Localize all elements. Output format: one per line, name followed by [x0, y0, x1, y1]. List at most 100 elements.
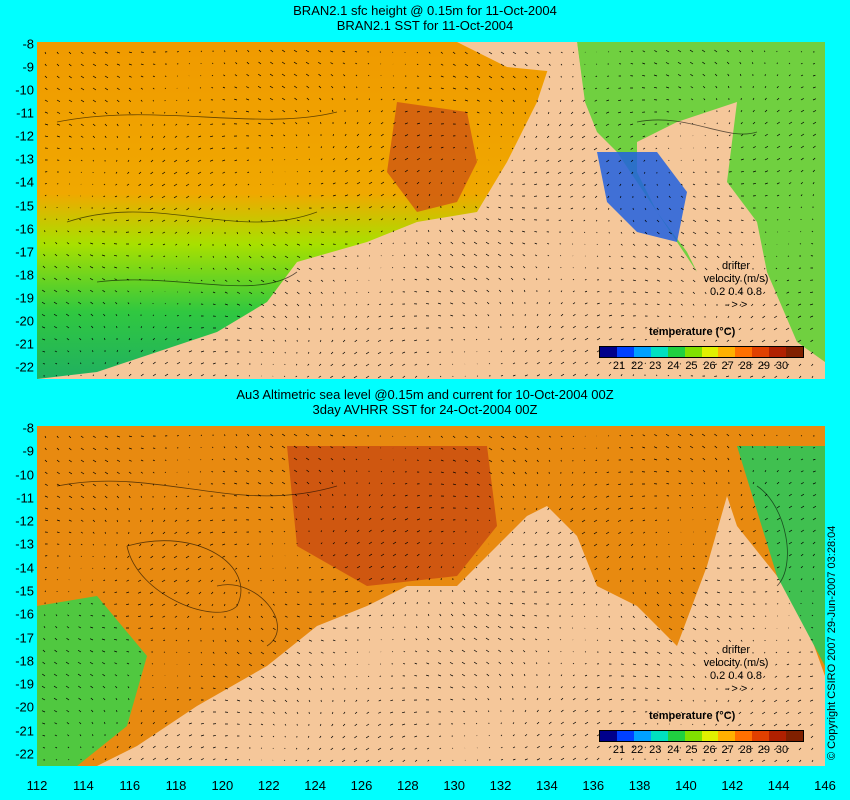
colorbar-tick-label: 28 [739, 360, 752, 372]
colorbar-swatch [600, 731, 617, 741]
x-tick-label: 138 [628, 778, 651, 793]
bottom-contours [56, 480, 788, 647]
colorbar-tick-label: 25 [685, 744, 698, 756]
bottom-map-panel: temperature (°C) 21 22 23 24 25 26 27 28 29 30 dr… [37, 426, 825, 766]
x-tick-label: 116 [119, 778, 141, 793]
bottom-colorbar [599, 730, 804, 742]
x-tick-label: 136 [582, 778, 605, 793]
bottom-map-svg [37, 426, 825, 766]
x-tick-label: 126 [350, 778, 373, 793]
y-tick-label: -14 [15, 174, 34, 190]
top-legend-title: temperature (°C) [649, 326, 736, 338]
bottom-drifter-legend: drifter velocity (m/s) 0.2 0.4 0.8 - > > [691, 644, 781, 696]
y-tick-label: -18 [15, 267, 34, 283]
top-drifter-arrows: - > > [724, 299, 748, 311]
y-tick-label: -22 [15, 359, 34, 375]
colorbar-tick-label: 23 [649, 744, 662, 756]
top-map-svg [37, 42, 825, 379]
bottom-cool-east [737, 446, 825, 666]
colorbar-tick-label: 21 [612, 744, 626, 756]
colorbar-swatch [633, 731, 651, 741]
colorbar-swatch [650, 347, 668, 357]
bottom-ocean [37, 426, 825, 766]
y-tick-label: -19 [15, 290, 34, 306]
y-tick-label: -17 [15, 244, 34, 260]
colorbar-swatch [735, 731, 753, 741]
x-tick-label: 112 [26, 778, 48, 793]
top-drifter-scale: 0.2 0.4 0.8 [710, 286, 762, 298]
colorbar-swatch [718, 731, 736, 741]
y-tick-label: -13 [15, 151, 34, 167]
top-colorbar [599, 346, 804, 358]
colorbar-swatch [752, 347, 770, 357]
top-drifter-line2: velocity (m/s) [703, 273, 769, 285]
x-tick-label: 130 [443, 778, 466, 793]
y-tick-label: -13 [15, 536, 34, 552]
x-tick-label: 146 [814, 778, 836, 793]
top-cool-gulf [597, 152, 687, 242]
y-tick-label: -15 [15, 198, 34, 213]
colorbar-swatch [752, 731, 770, 741]
colorbar-tick-label: 27 [721, 360, 734, 372]
colorbar-swatch [650, 731, 668, 741]
colorbar-tick-label: 30 [775, 360, 789, 372]
x-tick-label: 118 [165, 778, 187, 793]
colorbar-swatch [684, 731, 702, 741]
x-tick-label: 134 [536, 778, 558, 793]
x-tick-label: 132 [489, 778, 512, 793]
y-tick-label: -11 [16, 490, 34, 506]
colorbar-swatch [769, 731, 787, 741]
y-tick-label: -21 [15, 336, 34, 352]
y-tick-label: -12 [15, 128, 34, 144]
colorbar-swatch [600, 347, 617, 357]
colorbar-swatch [786, 347, 804, 357]
top-warm-pool [387, 102, 477, 212]
y-tick-label: -16 [15, 221, 34, 237]
colorbar-swatch [769, 347, 787, 357]
top-map-panel: temperature (°C) 21 22 23 24 25 26 27 28 29 30 dr… [37, 42, 825, 379]
colorbar-tick-label: 25 [685, 360, 698, 372]
top-contours [56, 111, 758, 287]
bottom-y-axis: -8 -9 -10 -11 -12 -13 -14 -15 -16 -17 -18 -19 -20 -21… [0, 422, 34, 766]
bottom-warm-pool [287, 446, 497, 586]
colorbar-swatch [667, 347, 685, 357]
x-axis: 112 114 116 118 120 122 124 126 128 130 132 134 136 1… [0, 778, 850, 796]
colorbar-tick-label: 26 [703, 360, 716, 372]
top-colorbar-ticks: 21 22 23 24 25 26 27 28 29 30 [599, 360, 802, 374]
bottom-colorbar-ticks: 21 22 23 24 25 26 27 28 29 30 [599, 744, 802, 758]
top-title-line2: BRAN2.1 SST for 11-Oct-2004 [336, 18, 514, 33]
top-y-axis: -8 -9 -10 -11 -12 -13 -14 -15 -16 -17 -18 -19 -20 -21… [0, 38, 34, 379]
colorbar-tick-label: 22 [630, 360, 644, 372]
y-tick-label: -10 [15, 467, 34, 483]
y-tick-label: -9 [22, 443, 34, 459]
top-drifter-line1: drifter [721, 260, 751, 272]
top-land-north [457, 42, 582, 82]
bottom-title-line1: Au3 Altimetric sea level @0.15m and curr… [236, 387, 614, 402]
y-tick-label: -12 [15, 513, 34, 529]
colorbar-tick-label: 26 [703, 744, 716, 756]
y-tick-label: -11 [16, 105, 34, 121]
y-tick-label: -10 [15, 82, 34, 98]
x-tick-label: 140 [675, 778, 697, 793]
y-tick-label: -21 [15, 723, 34, 739]
colorbar-tick-label: 21 [612, 360, 626, 372]
colorbar-swatch [701, 731, 719, 741]
bottom-drifter-arrows: - > > [724, 683, 748, 695]
x-tick-label: 128 [396, 778, 419, 793]
bottom-legend-title: temperature (°C) [649, 710, 736, 722]
bottom-drifter-line1: drifter [721, 644, 751, 656]
y-tick-label: -14 [15, 560, 34, 576]
y-tick-label: -8 [22, 36, 34, 52]
x-tick-label: 142 [721, 778, 744, 793]
colorbar-swatch [786, 731, 804, 741]
top-ocean [37, 42, 825, 362]
colorbar-tick-label: 23 [649, 360, 662, 372]
y-tick-label: -18 [15, 653, 34, 669]
y-tick-label: -17 [15, 630, 34, 646]
y-tick-label: -9 [22, 59, 34, 75]
velocity-arrows [41, 49, 817, 379]
y-tick-label: -20 [15, 313, 34, 329]
colorbar-swatch [684, 347, 702, 357]
y-tick-label: -8 [22, 420, 34, 436]
colorbar-tick-label: 22 [630, 744, 644, 756]
